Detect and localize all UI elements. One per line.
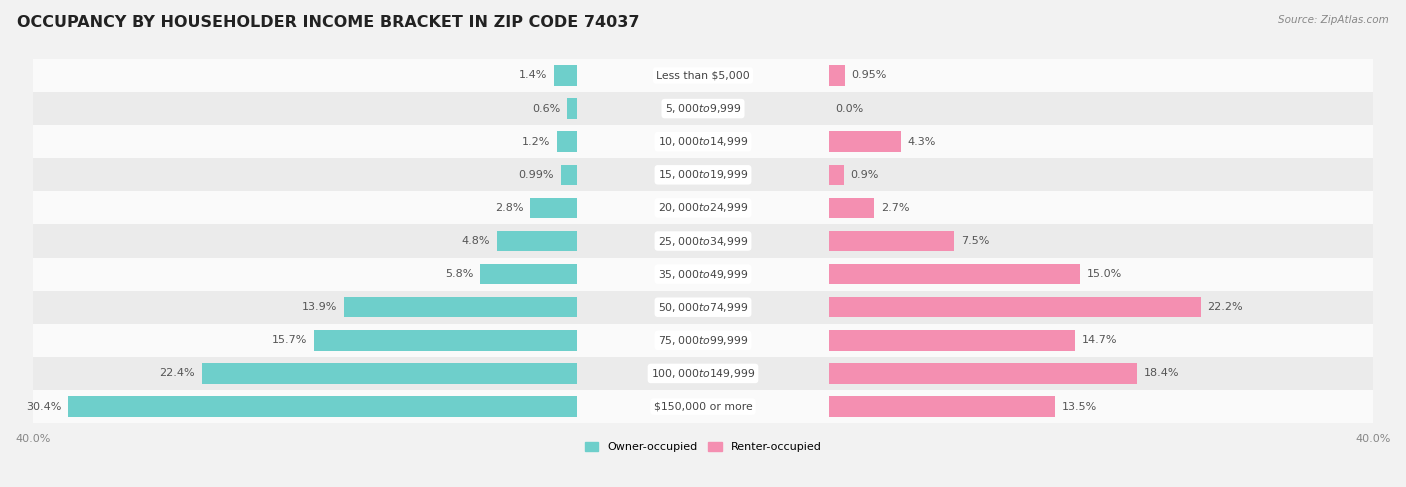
- Bar: [32, 324, 1374, 357]
- Bar: [828, 131, 901, 152]
- Bar: [828, 231, 955, 251]
- Bar: [32, 158, 1374, 191]
- Text: 14.7%: 14.7%: [1081, 336, 1118, 345]
- Bar: [344, 297, 578, 318]
- Bar: [32, 357, 1374, 390]
- Text: 18.4%: 18.4%: [1143, 369, 1180, 378]
- Text: OCCUPANCY BY HOUSEHOLDER INCOME BRACKET IN ZIP CODE 74037: OCCUPANCY BY HOUSEHOLDER INCOME BRACKET …: [17, 15, 640, 30]
- Bar: [828, 363, 1137, 384]
- Bar: [557, 131, 578, 152]
- Text: $10,000 to $14,999: $10,000 to $14,999: [658, 135, 748, 148]
- Text: $5,000 to $9,999: $5,000 to $9,999: [665, 102, 741, 115]
- Text: 5.8%: 5.8%: [446, 269, 474, 279]
- Text: $75,000 to $99,999: $75,000 to $99,999: [658, 334, 748, 347]
- Text: $15,000 to $19,999: $15,000 to $19,999: [658, 169, 748, 181]
- Bar: [32, 225, 1374, 258]
- Bar: [530, 198, 578, 218]
- Text: Less than $5,000: Less than $5,000: [657, 71, 749, 80]
- Bar: [32, 92, 1374, 125]
- Bar: [314, 330, 578, 351]
- Bar: [561, 165, 578, 185]
- Text: $35,000 to $49,999: $35,000 to $49,999: [658, 268, 748, 281]
- Text: 0.95%: 0.95%: [851, 71, 887, 80]
- Bar: [828, 396, 1054, 417]
- Text: 1.2%: 1.2%: [522, 137, 551, 147]
- Bar: [554, 65, 578, 86]
- Bar: [32, 291, 1374, 324]
- Bar: [567, 98, 578, 119]
- Bar: [32, 191, 1374, 225]
- Text: 22.2%: 22.2%: [1208, 302, 1243, 312]
- Bar: [828, 297, 1201, 318]
- Bar: [496, 231, 578, 251]
- Text: $150,000 or more: $150,000 or more: [654, 402, 752, 412]
- Bar: [67, 396, 578, 417]
- Text: 22.4%: 22.4%: [160, 369, 195, 378]
- Text: 30.4%: 30.4%: [25, 402, 62, 412]
- Text: 4.8%: 4.8%: [461, 236, 491, 246]
- Text: 15.7%: 15.7%: [273, 336, 308, 345]
- Bar: [828, 65, 845, 86]
- Text: 2.7%: 2.7%: [880, 203, 910, 213]
- Text: 15.0%: 15.0%: [1087, 269, 1122, 279]
- Text: Source: ZipAtlas.com: Source: ZipAtlas.com: [1278, 15, 1389, 25]
- Text: $100,000 to $149,999: $100,000 to $149,999: [651, 367, 755, 380]
- Bar: [828, 264, 1080, 284]
- Text: 1.4%: 1.4%: [519, 71, 547, 80]
- Bar: [828, 330, 1076, 351]
- Text: 4.3%: 4.3%: [907, 137, 936, 147]
- Bar: [32, 125, 1374, 158]
- Text: 13.9%: 13.9%: [302, 302, 337, 312]
- Bar: [828, 165, 844, 185]
- Legend: Owner-occupied, Renter-occupied: Owner-occupied, Renter-occupied: [585, 442, 821, 452]
- Text: 13.5%: 13.5%: [1062, 402, 1097, 412]
- Text: 0.6%: 0.6%: [533, 104, 561, 113]
- Text: 0.9%: 0.9%: [851, 170, 879, 180]
- Text: $50,000 to $74,999: $50,000 to $74,999: [658, 301, 748, 314]
- Bar: [32, 59, 1374, 92]
- Bar: [479, 264, 578, 284]
- Text: 7.5%: 7.5%: [962, 236, 990, 246]
- Bar: [32, 390, 1374, 423]
- Bar: [202, 363, 578, 384]
- Bar: [828, 198, 875, 218]
- Text: 0.99%: 0.99%: [519, 170, 554, 180]
- Text: 2.8%: 2.8%: [495, 203, 523, 213]
- Text: $25,000 to $34,999: $25,000 to $34,999: [658, 235, 748, 247]
- Text: 0.0%: 0.0%: [835, 104, 863, 113]
- Text: $20,000 to $24,999: $20,000 to $24,999: [658, 202, 748, 214]
- Bar: [32, 258, 1374, 291]
